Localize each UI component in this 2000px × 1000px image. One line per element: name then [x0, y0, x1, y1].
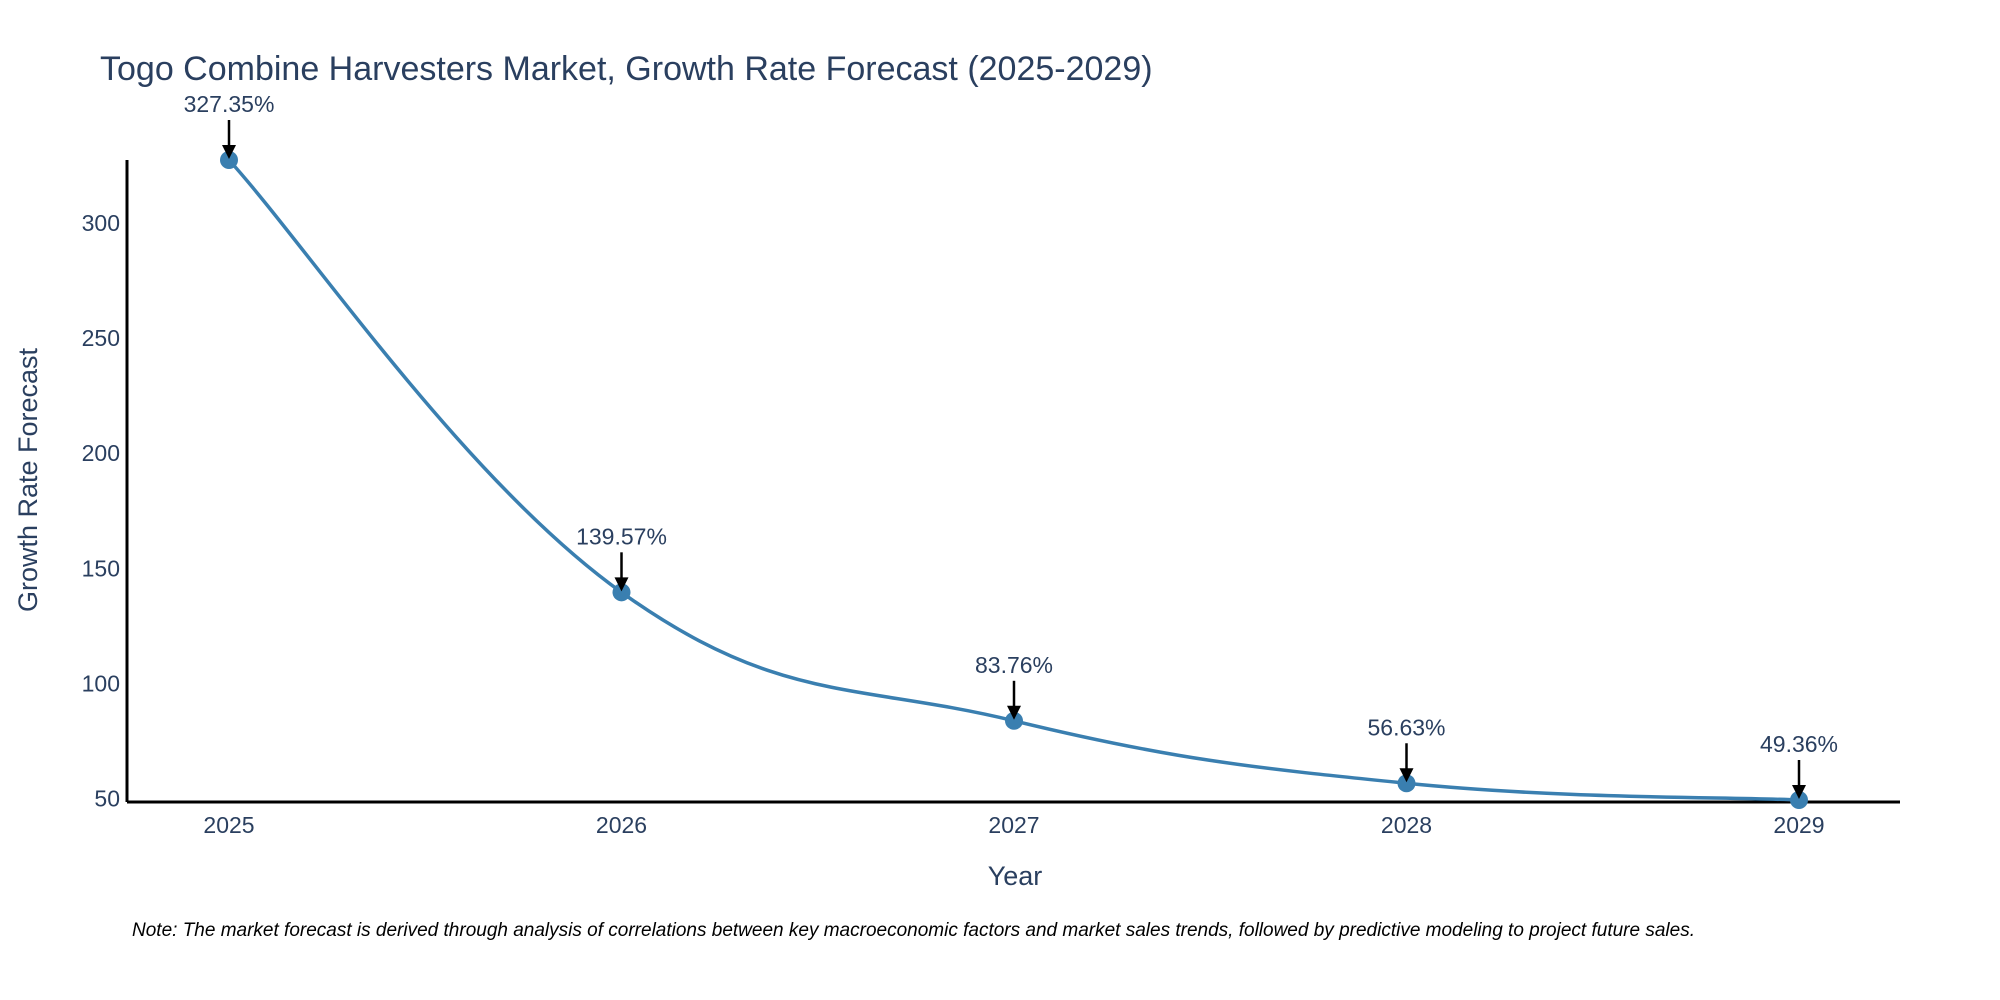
x-tick-label: 2027 [988, 812, 1039, 838]
chart-title: Togo Combine Harvesters Market, Growth R… [100, 50, 1153, 88]
annotation-arrow-head [1792, 785, 1806, 799]
x-tick-label: 2028 [1381, 812, 1432, 838]
y-tick-label: 250 [82, 325, 120, 351]
annotation-2025: 327.35% [184, 91, 275, 159]
data-label: 327.35% [184, 91, 275, 117]
data-label: 56.63% [1367, 714, 1445, 740]
annotation-2026: 139.57% [576, 523, 667, 592]
annotation-arrow-head [1007, 705, 1021, 720]
y-tick-label: 150 [82, 555, 120, 581]
y-tick-label: 50 [94, 786, 120, 812]
data-point-2028 [1397, 774, 1416, 793]
data-label: 49.36% [1760, 731, 1838, 757]
data-point-2026 [612, 583, 631, 602]
annotation-arrow-head [614, 577, 629, 592]
y-tick-label: 300 [82, 210, 120, 236]
y-tick-label: 100 [82, 670, 120, 696]
data-point-2027 [1005, 711, 1023, 730]
y-axis-title: Growth Rate Forecast [13, 347, 43, 612]
data-point-2025 [220, 151, 238, 169]
annotation-2028: 56.63% [1367, 714, 1446, 783]
data-label: 83.76% [975, 652, 1053, 678]
forecast-note: Note: The market forecast is derived thr… [132, 920, 1695, 941]
series-line [227, 158, 1800, 802]
annotation-arrow-head [222, 145, 236, 159]
annotation-2029: 49.36% [1760, 731, 1838, 799]
annotation-arrow-head [1399, 768, 1414, 783]
x-tick-label: 2029 [1773, 812, 1824, 838]
data-label: 139.57% [576, 523, 667, 549]
x-tick-label: 2026 [596, 812, 647, 838]
data-point-2029 [1790, 791, 1808, 809]
y-tick-label: 200 [82, 440, 120, 466]
x-axis-title: Year [988, 861, 1043, 891]
x-tick-label: 2025 [203, 812, 254, 838]
annotation-2027: 83.76% [975, 652, 1053, 720]
